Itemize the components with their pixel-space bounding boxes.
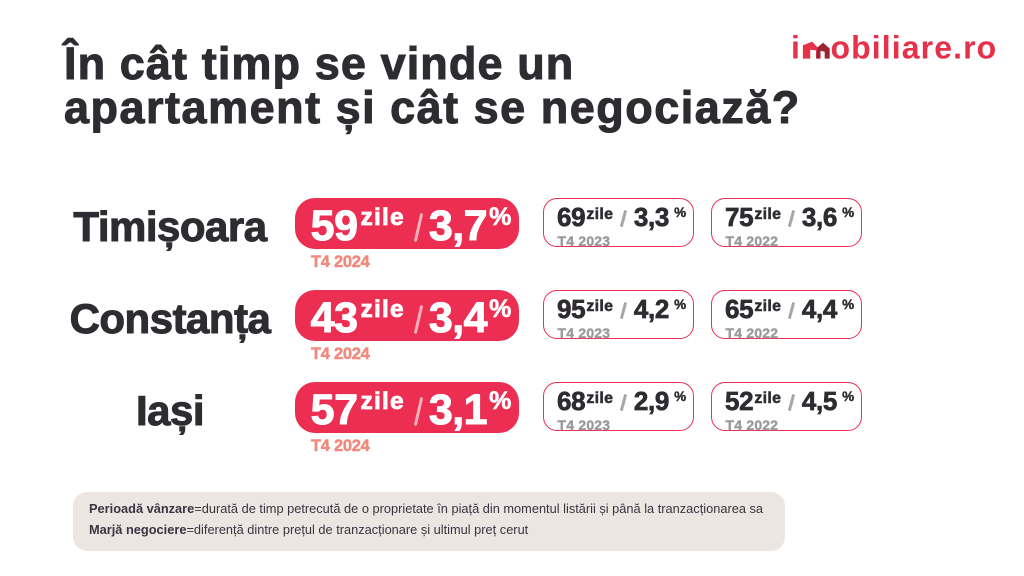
svg-text:i: i bbox=[791, 30, 800, 66]
svg-text:obiliare.ro: obiliare.ro bbox=[831, 30, 998, 66]
